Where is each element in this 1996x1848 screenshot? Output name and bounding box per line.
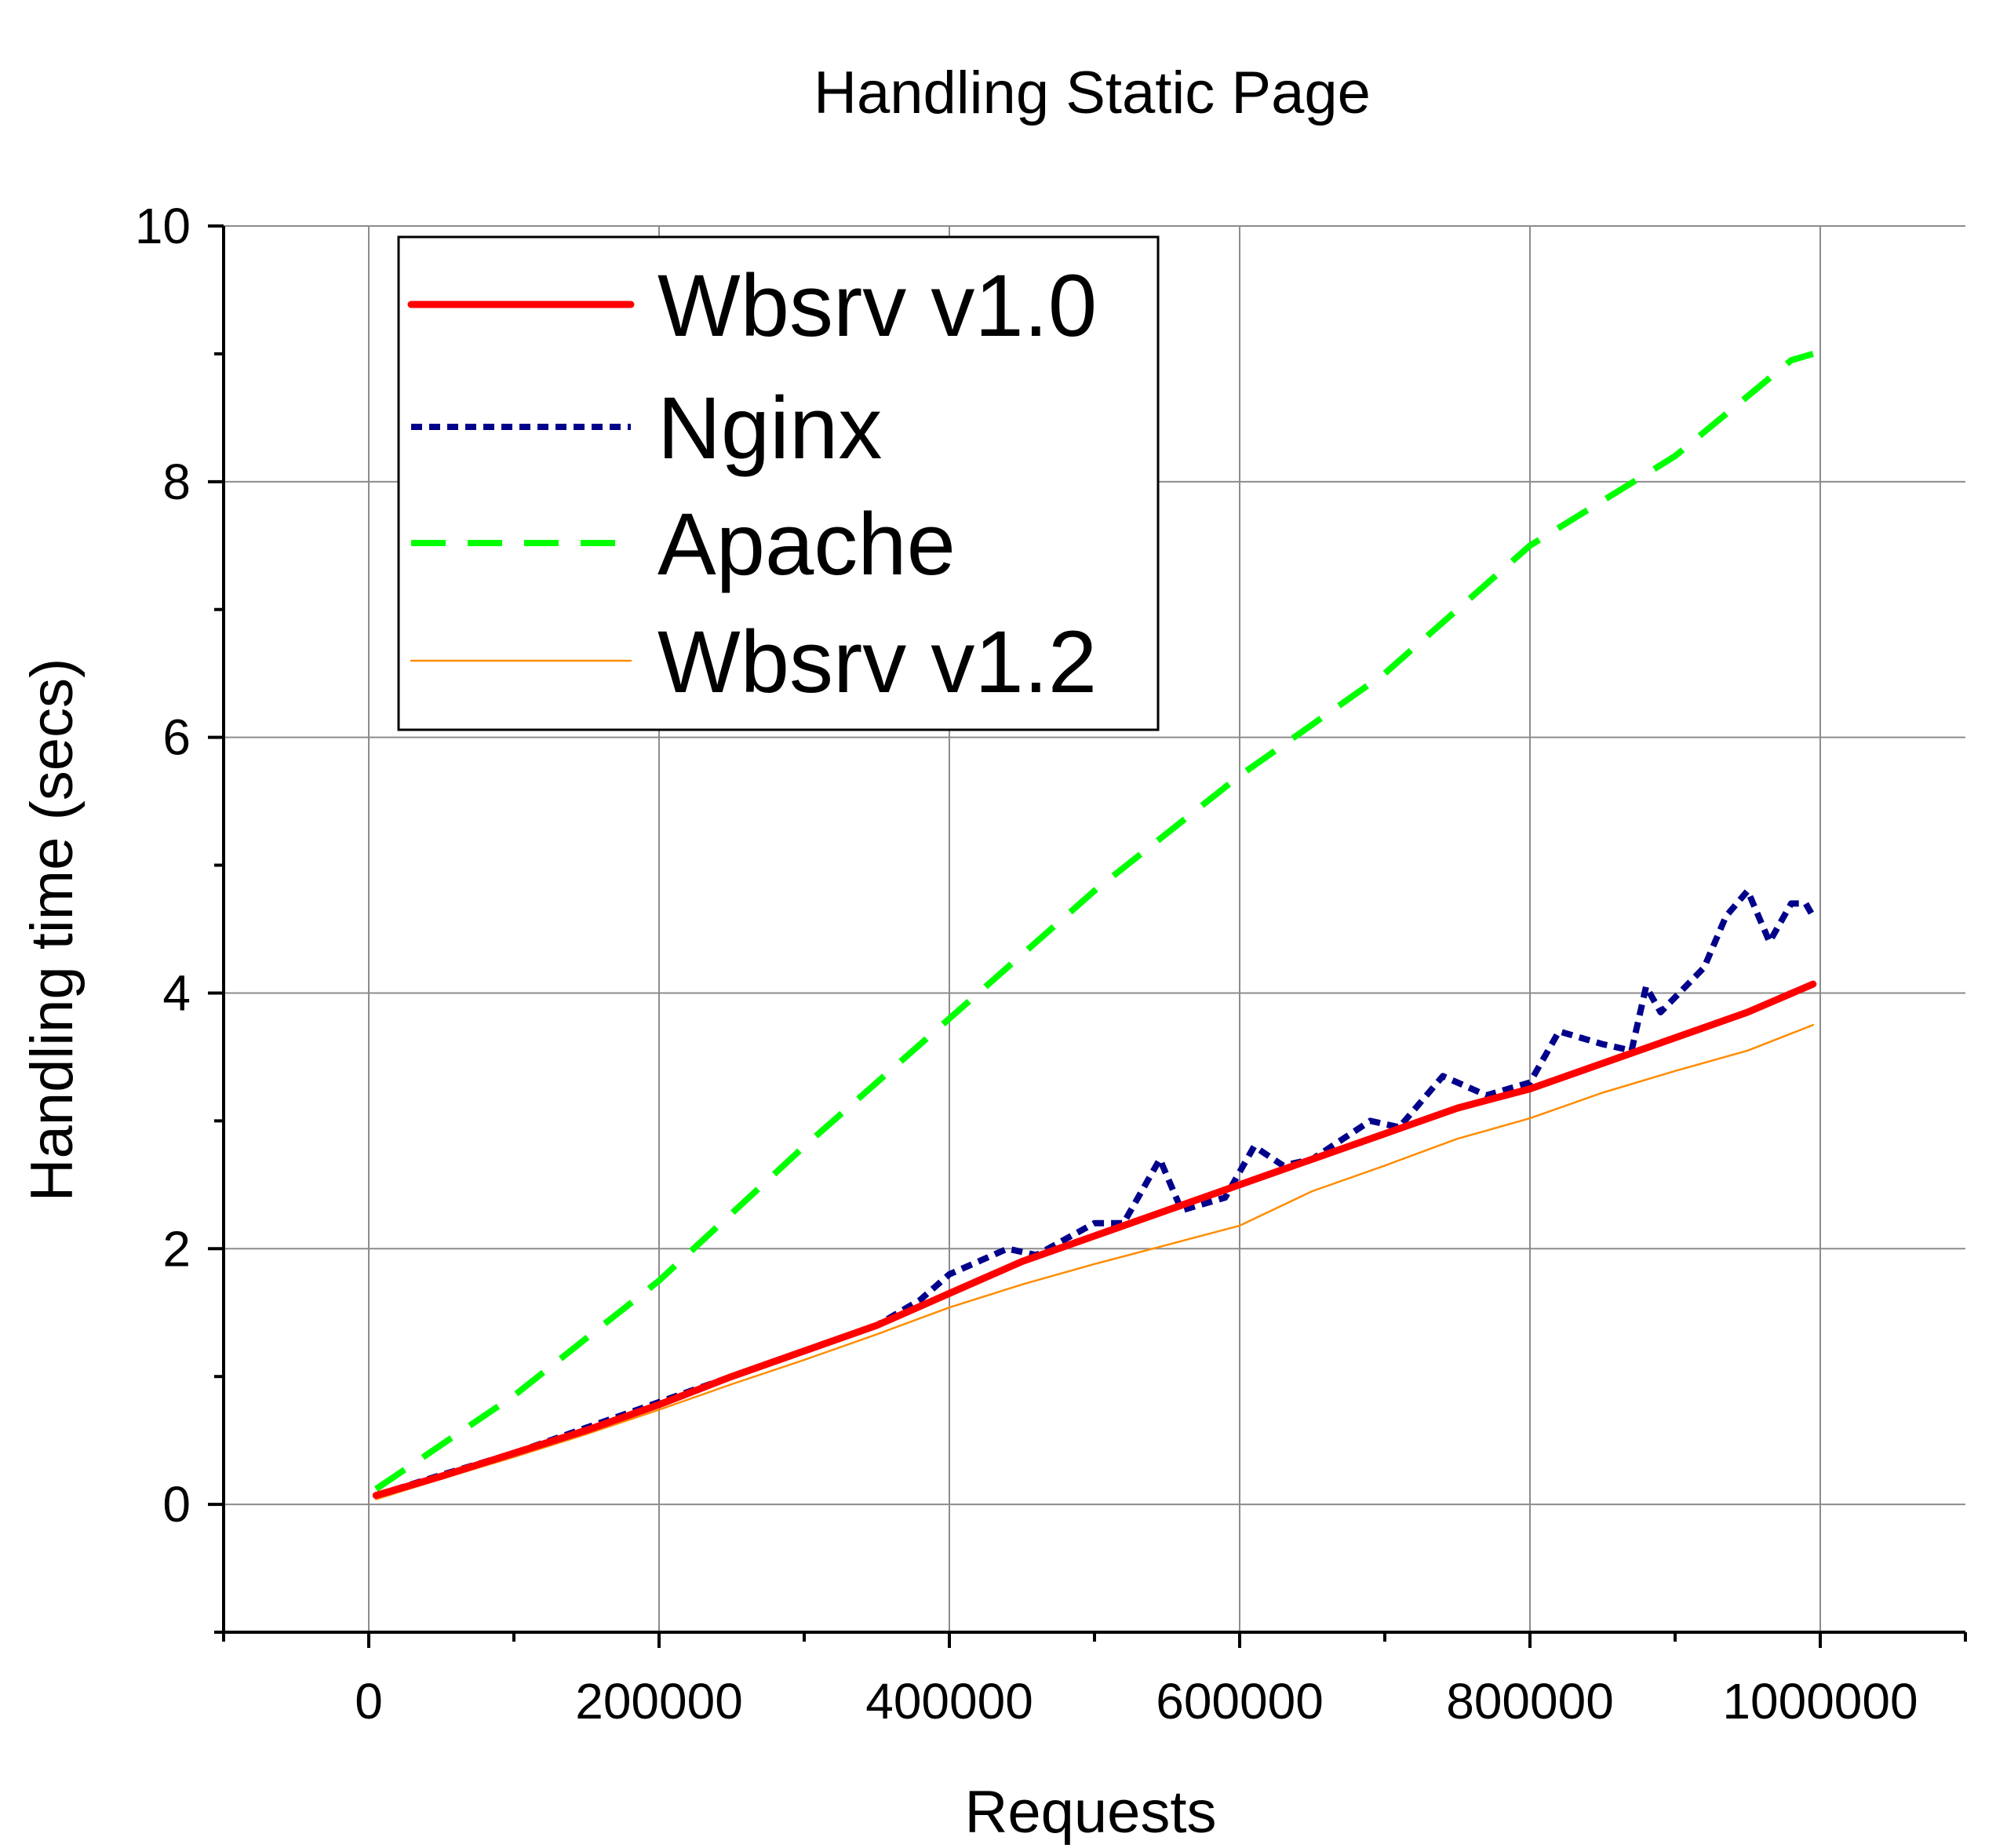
axes-layer: 0 2 4 6 8 10 0 200000 400000 600000 800000 1000000 [135, 198, 1967, 1730]
y-tick-label: 6 [162, 709, 191, 766]
x-tick-label: 800000 [1446, 1673, 1614, 1730]
series-line-1 [375, 888, 1816, 1499]
x-axis-label: Requests [964, 1779, 1216, 1846]
x-tick-label: 200000 [575, 1673, 743, 1730]
legend-label: Wbsrv v1.0 [657, 257, 1097, 355]
series-line-3 [375, 1023, 1815, 1500]
y-tick-label: 10 [135, 198, 191, 254]
x-tick-label: 0 [355, 1673, 383, 1730]
legend-label: Nginx [657, 379, 882, 477]
y-tick-label: 2 [162, 1220, 191, 1277]
legend: Wbsrv v1.0 Nginx Apache Wbsrv v1.2 [397, 235, 1160, 731]
y-axis-label: Handling time (secs) [19, 658, 86, 1202]
x-tick-label: 1000000 [1722, 1673, 1918, 1730]
x-tick-label: 600000 [1156, 1673, 1324, 1730]
x-tick-label: 400000 [865, 1673, 1033, 1730]
legend-label: Apache [657, 495, 956, 593]
legend-label: Wbsrv v1.2 [657, 613, 1097, 711]
y-tick-label: 8 [162, 454, 191, 510]
y-tick-label: 4 [162, 964, 191, 1021]
legend-box [397, 235, 1160, 731]
series-line-2 [374, 351, 1814, 1492]
chart-title: Handling Static Page [814, 60, 1371, 126]
y-tick-label: 0 [162, 1476, 191, 1533]
series-line-0 [372, 980, 1817, 1500]
series-layer [372, 351, 1817, 1500]
